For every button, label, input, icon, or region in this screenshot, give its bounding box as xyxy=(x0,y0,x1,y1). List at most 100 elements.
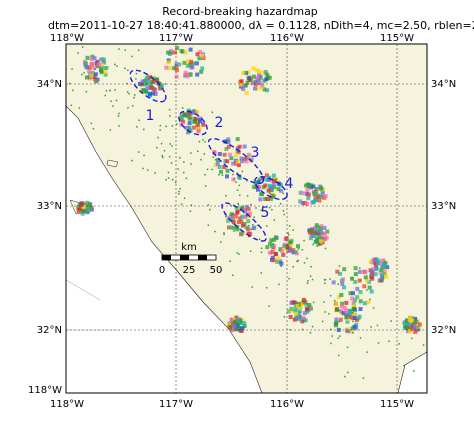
hazard-cell xyxy=(85,75,89,80)
hazard-cell xyxy=(239,328,244,333)
hazard-cell xyxy=(235,318,240,323)
hazard-cell xyxy=(140,79,145,84)
hazard-cell xyxy=(243,83,248,88)
hazard-cell xyxy=(240,159,245,164)
hazard-cell xyxy=(422,344,425,346)
hazard-cell xyxy=(190,204,193,206)
hazard-cell xyxy=(347,308,352,313)
hazard-cell xyxy=(311,230,316,235)
hazard-cell xyxy=(413,328,416,330)
hazard-cell xyxy=(256,224,259,227)
hazard-cell xyxy=(263,197,268,201)
hazard-cell xyxy=(367,285,372,290)
hazard-cell xyxy=(352,312,357,316)
hazard-cell xyxy=(230,218,235,223)
scale-label: 50 xyxy=(210,265,223,276)
hazard-cell xyxy=(276,187,281,191)
hazard-cell xyxy=(320,192,325,197)
hazard-cell xyxy=(180,203,183,205)
hazard-cell xyxy=(81,73,83,76)
hazard-cell xyxy=(309,332,312,334)
hazard-cell xyxy=(135,72,138,75)
hazard-cell xyxy=(89,57,94,62)
hazard-cell xyxy=(198,50,203,54)
hazard-cell xyxy=(241,71,246,75)
y-label: 32°N xyxy=(431,325,456,336)
hazard-cell xyxy=(337,337,339,339)
hazard-cell xyxy=(185,74,190,79)
hazard-cell xyxy=(109,129,112,131)
hazard-cell xyxy=(171,66,176,71)
hazard-cell xyxy=(82,208,87,213)
hazard-cell xyxy=(289,306,294,311)
hazard-cell xyxy=(384,274,389,279)
hazard-cell xyxy=(273,251,278,256)
hazard-cell xyxy=(246,70,251,75)
hazard-cell xyxy=(298,199,303,204)
hazard-cell xyxy=(90,54,95,59)
hazard-cell xyxy=(179,114,184,119)
hazard-cell xyxy=(374,267,379,272)
hazard-cell xyxy=(329,328,332,331)
hazard-cell xyxy=(226,144,231,149)
hazard-cell xyxy=(239,84,243,89)
hazard-cell xyxy=(251,81,256,86)
hazard-cell xyxy=(269,238,274,243)
hazard-cell xyxy=(258,177,263,181)
hazard-cell xyxy=(230,204,232,207)
hazard-cell xyxy=(284,236,289,241)
hazard-cell xyxy=(319,231,324,236)
hazard-cell xyxy=(334,317,339,322)
scale-unit: km xyxy=(181,242,197,253)
hazard-cell xyxy=(413,316,418,321)
hazard-cell xyxy=(245,205,249,210)
hazard-cell xyxy=(287,232,289,234)
hazard-cell xyxy=(118,125,120,127)
hazard-cell xyxy=(303,239,305,242)
hazard-cell xyxy=(187,121,192,126)
hazard-cell xyxy=(228,225,233,230)
hazard-cell xyxy=(319,227,323,232)
hazard-cell xyxy=(357,314,362,319)
hazard-cell xyxy=(239,79,244,84)
hazard-cell xyxy=(93,79,98,84)
subtitle: dtm=2011-10-27 18:40:41.880000, dλ = 0.1… xyxy=(48,19,474,32)
hazard-cell xyxy=(235,159,240,164)
hazard-cell xyxy=(283,213,285,216)
hazard-cell xyxy=(183,161,185,163)
hazard-cell xyxy=(318,194,323,199)
hazard-cell xyxy=(205,185,207,187)
hazard-cell xyxy=(264,177,269,182)
hazard-cell xyxy=(233,324,237,328)
hazard-cell xyxy=(344,300,349,305)
hazard-cell xyxy=(276,256,281,261)
hazard-cell xyxy=(265,245,270,250)
hazard-cell xyxy=(159,124,162,127)
hazard-cell xyxy=(235,209,240,214)
hazard-cell xyxy=(252,223,254,226)
hazard-cell xyxy=(324,311,326,313)
hazard-cell xyxy=(385,265,390,270)
hazard-cell xyxy=(101,57,106,62)
hazard-cell xyxy=(238,253,240,255)
hazard-cell xyxy=(238,82,243,87)
hazard-cell xyxy=(300,302,305,306)
hazard-cell xyxy=(188,116,192,121)
hazard-cell xyxy=(167,66,171,71)
hazard-cell xyxy=(238,318,243,323)
hazard-cell xyxy=(227,322,232,327)
hazard-cell xyxy=(342,285,347,290)
hazard-cell xyxy=(243,215,248,220)
hazard-cell xyxy=(143,128,145,131)
hazard-cell xyxy=(92,66,97,71)
x-label: 117°W xyxy=(159,399,193,410)
hazard-cell xyxy=(310,227,315,232)
hazard-cell xyxy=(135,78,137,80)
hazard-cell xyxy=(251,74,256,79)
hazard-cell xyxy=(278,283,280,286)
hazard-cell xyxy=(359,337,362,339)
hazard-cell xyxy=(154,172,156,174)
hazard-cell xyxy=(225,215,227,218)
hazard-cell xyxy=(240,214,245,219)
hazard-cell xyxy=(301,249,304,251)
